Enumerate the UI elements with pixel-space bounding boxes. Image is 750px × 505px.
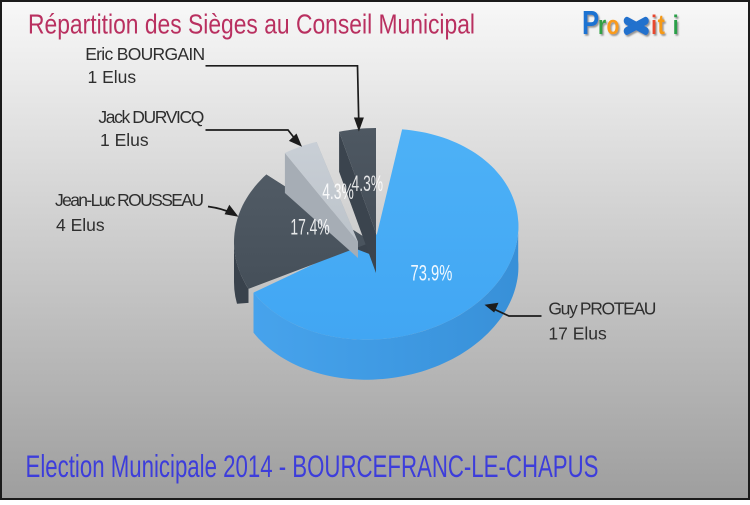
- svg-text:73.9%: 73.9%: [411, 261, 453, 286]
- svg-text:4 Elus: 4 Elus: [56, 215, 105, 235]
- svg-text:1 Elus: 1 Elus: [100, 130, 149, 150]
- svg-text:17 Elus: 17 Elus: [548, 324, 607, 344]
- svg-text:Eric BOURGAIN: Eric BOURGAIN: [85, 44, 205, 64]
- svg-text:i: i: [651, 11, 657, 41]
- svg-text:Jean-Luc ROUSSEAU: Jean-Luc ROUSSEAU: [55, 190, 204, 210]
- svg-text:t: t: [658, 10, 666, 41]
- svg-text:r: r: [598, 11, 607, 41]
- svg-text:Election Municipale 2014 - BOU: Election Municipale 2014 - BOURCEFRANC-L…: [26, 448, 599, 484]
- svg-text:Jack DURVICQ: Jack DURVICQ: [98, 107, 204, 127]
- svg-text:i: i: [673, 11, 679, 41]
- svg-text:Répartition des Sièges au Cons: Répartition des Sièges au Conseil Munici…: [28, 8, 475, 39]
- svg-text:1 Elus: 1 Elus: [88, 67, 137, 87]
- svg-text:17.4%: 17.4%: [290, 214, 329, 239]
- svg-text:P: P: [582, 5, 599, 42]
- svg-text:4.3%: 4.3%: [352, 171, 384, 196]
- svg-text:Guy PROTEAU: Guy PROTEAU: [548, 299, 656, 319]
- svg-text:o: o: [607, 11, 620, 41]
- svg-text:4.3%: 4.3%: [322, 179, 354, 204]
